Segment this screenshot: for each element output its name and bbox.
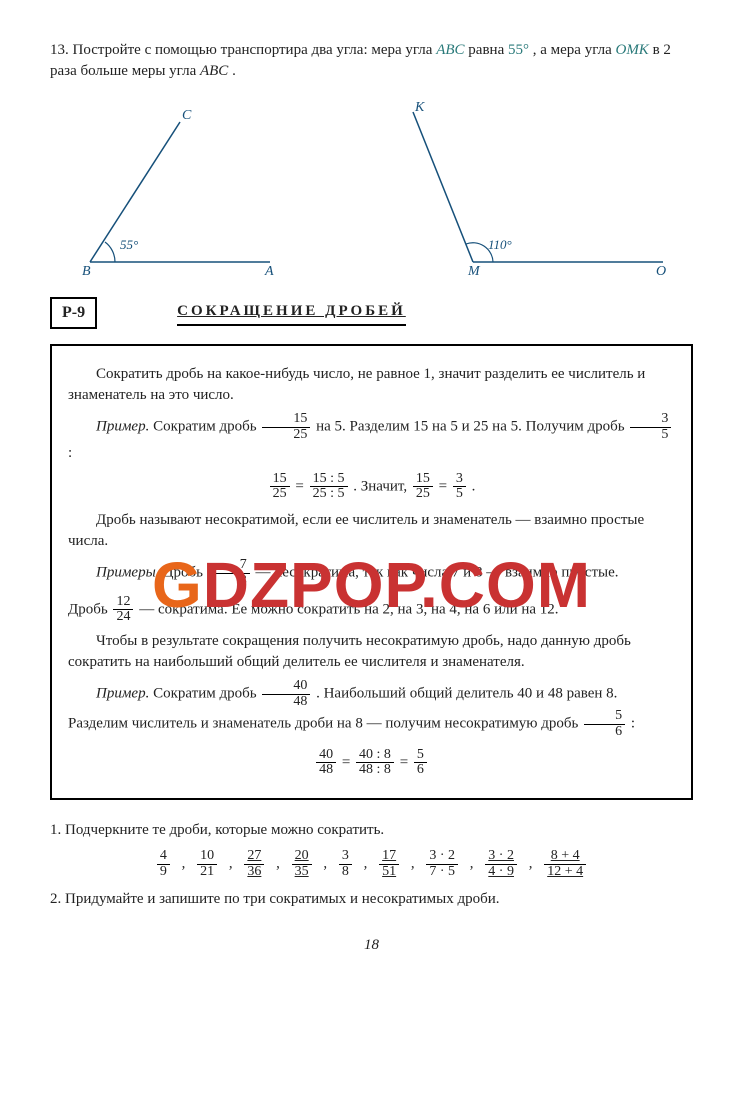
omk: OMK [615,42,648,58]
exercise-1: 1. Подчеркните те дроби, которые можно с… [50,820,693,879]
point-o: O [656,264,666,277]
theory-p4: Примеры. Дробь 78 — несократима, так как… [68,558,675,588]
ex2-num: 2. [50,891,61,907]
ex1-frac: 2035 [292,849,312,879]
equation-1: 1525 = 15 : 525 : 5 . Значит, 1525 = 35 … [68,472,675,502]
frac-7-8: 78 [209,558,250,588]
p7-c: . Наибольший общий делитель 40 и 48 раве… [68,686,617,732]
task-text-e: . [232,63,236,79]
frac-12-24: 1224 [113,595,133,625]
ex1-frac: 8 + 412 + 4 [544,849,586,879]
p2-b: Сократим дробь [153,419,260,435]
ex1-num: 1. [50,822,61,838]
theory-box: GDZPOP.COM Сократить дробь на какое-нибу… [50,344,693,800]
abc2: ABC [200,63,228,79]
vertex-b: B [82,264,91,277]
section-header: Р-9 СОКРАЩЕНИЕ ДРОБЕЙ [50,297,693,329]
ex1-frac: 1021 [197,849,217,879]
theory-p5: Дробь 1224 — сократима. Ее можно сократи… [68,595,675,625]
p4-label: Примеры. [96,565,159,581]
theory-p3: Дробь называют несократимой, если ее чис… [68,510,675,552]
p4-b: Дробь [163,565,206,581]
ex1-frac: 38 [339,849,352,879]
p7-label: Пример. [96,686,149,702]
frac-15-25: 1525 [262,412,310,442]
equation-2: 4048 = 40 : 848 : 8 = 56 [68,748,675,778]
ex1-frac: 1751 [379,849,399,879]
theory-p1: Сократить дробь на какое-нибудь число, н… [68,364,675,406]
theory-p7: Пример. Сократим дробь 4048 . Наибольший… [68,679,675,740]
p7-d: : [631,716,635,732]
task-text-a: Постройте с помощью транспортира два угл… [73,42,437,58]
task-number: 13. [50,42,69,58]
ex2-text: Придумайте и запишите по три сократимых … [65,891,500,907]
ex1-text: Подчеркните те дроби, которые можно сокр… [65,822,384,838]
task-text-c: , а мера угла [533,42,616,58]
page-number: 18 [50,935,693,956]
frac-5-6: 56 [584,709,625,739]
theory-p6: Чтобы в результате сокращения получить н… [68,631,675,673]
p5-a: Дробь [68,601,111,617]
vertex-m: M [467,264,481,277]
p7-b: Сократим дробь [153,686,260,702]
theory-p2: Пример. Сократим дробь 1525 на 5. Раздел… [68,412,675,463]
diagram-omk: 110° M O K [373,97,673,277]
section-title: СОКРАЩЕНИЕ ДРОБЕЙ [177,301,406,326]
section-box: Р-9 [50,297,97,329]
point-a: A [264,264,274,277]
p2-label: Пример. [96,419,149,435]
exercise-2: 2. Придумайте и запишите по три сократим… [50,889,693,910]
frac-40-48: 4048 [262,679,310,709]
ex1-frac: 3 · 27 · 5 [426,849,458,879]
ex1-frac: 49 [157,849,170,879]
abc: ABC [436,42,464,58]
point-k: K [414,100,425,115]
p5-b: — сократима. Ее можно сократить на 2, на… [139,601,558,617]
deg55: 55° [508,42,529,58]
task-text-b: равна [468,42,508,58]
p4-c: — несократима, так как числа 7 и 8 — вза… [255,565,618,581]
angle-110-label: 110° [488,237,512,252]
angle-diagrams: 55° B A C 110° M O K [70,97,673,277]
ex1-fractions: 49 , 1021 , 2736 , 2035 , 38 , 1751 , 3 … [50,849,693,879]
diagram-abc: 55° B A C [70,97,290,277]
p2-d: : [68,445,72,461]
angle-55-label: 55° [120,237,138,252]
ex1-frac: 3 · 24 · 9 [485,849,517,879]
ex1-frac: 2736 [244,849,264,879]
p2-c: на 5. Разделим 15 на 5 и 25 на 5. Получи… [316,419,628,435]
task-13: 13. Постройте с помощью транспортира два… [50,40,693,82]
point-c: C [182,108,192,123]
frac-3-5: 35 [630,412,671,442]
